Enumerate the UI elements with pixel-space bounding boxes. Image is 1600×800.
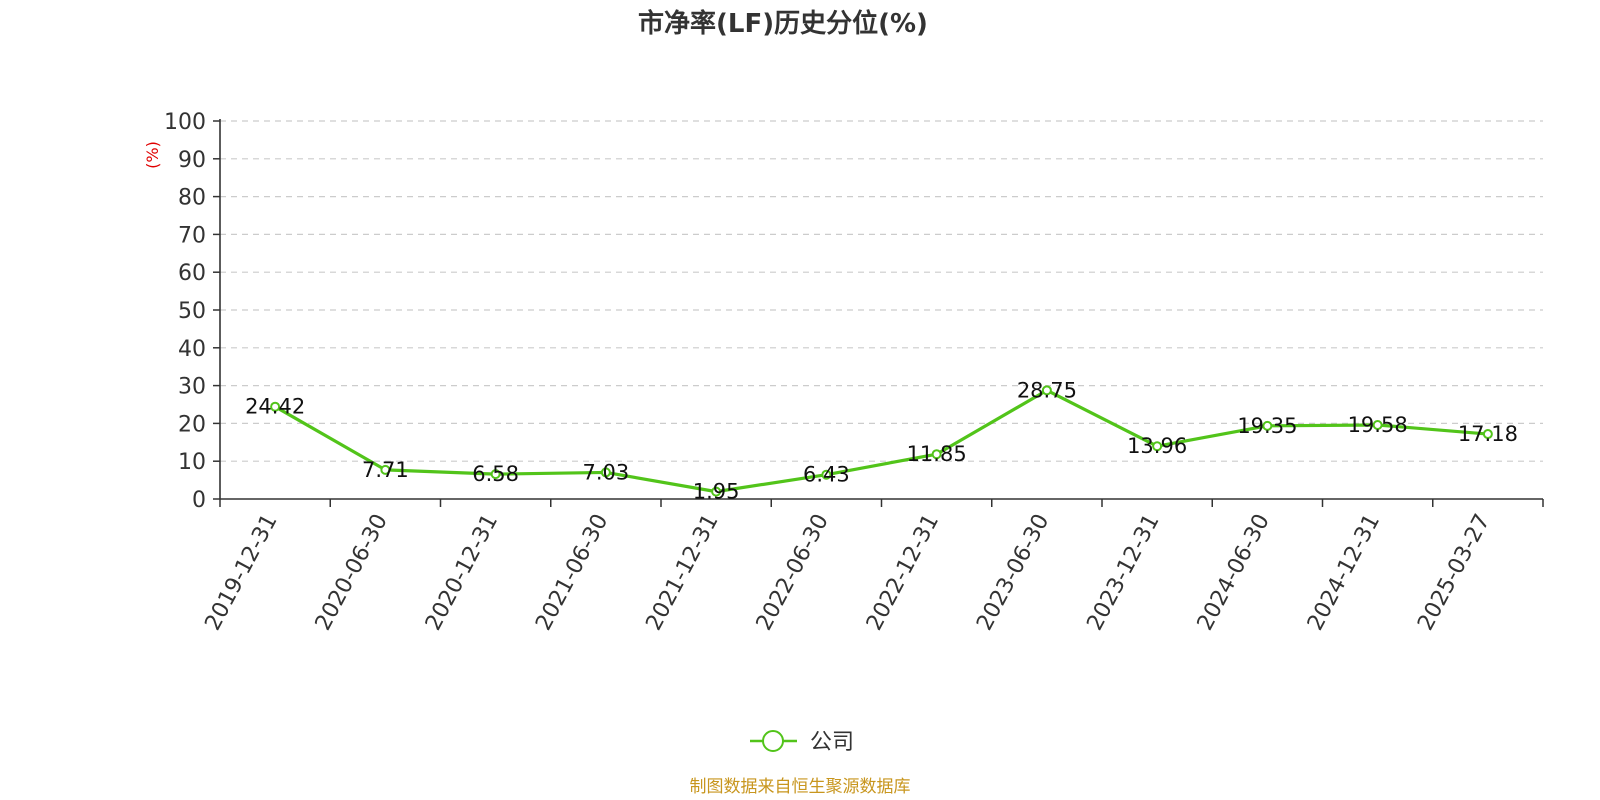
data-label: 19.58 (1348, 413, 1408, 437)
legend-marker-icon (762, 730, 784, 752)
x-tick-label: 2022-06-30 (752, 510, 834, 635)
data-label: 1.95 (693, 480, 740, 504)
data-label: 13.96 (1127, 434, 1187, 458)
data-point[interactable] (1262, 420, 1273, 431)
data-label: 7.03 (582, 460, 629, 484)
y-axis-ticks: 0 10 20 30 40 50 60 70 80 90 100 (164, 110, 206, 513)
legend[interactable]: 公司 (750, 730, 854, 755)
data-label: 19.35 (1237, 414, 1297, 438)
y-tick-label: 70 (178, 223, 206, 248)
y-tick-label: 0 (192, 488, 206, 513)
data-label: 17.18 (1458, 422, 1518, 446)
data-point[interactable] (600, 467, 611, 478)
data-label: 11.85 (907, 442, 967, 466)
x-axis-ticks: 2019-12-31 2020-06-30 2020-12-31 2021-06-30… (201, 510, 1496, 635)
x-tick-label: 2021-06-30 (531, 510, 613, 635)
axes (213, 119, 1544, 507)
data-point[interactable] (270, 401, 281, 412)
y-tick-label: 60 (178, 261, 206, 286)
y-tick-label: 30 (178, 375, 206, 400)
data-label: 6.43 (803, 463, 850, 487)
series-line-group (270, 385, 1493, 497)
data-source-note: 制图数据来自恒生聚源数据库 (690, 777, 911, 797)
legend-label: 公司 (810, 730, 854, 755)
y-tick-label: 20 (178, 412, 206, 437)
data-point[interactable] (1372, 419, 1383, 430)
data-label: 6.58 (472, 462, 519, 486)
data-point[interactable] (931, 449, 942, 460)
data-label: 24.42 (245, 395, 305, 419)
x-tick-label: 2024-12-31 (1303, 510, 1385, 635)
y-tick-label: 80 (178, 186, 206, 211)
data-point[interactable] (821, 469, 832, 480)
x-tick-label: 2025-03-27 (1413, 510, 1495, 635)
y-tick-label: 50 (178, 299, 206, 324)
data-point[interactable] (1152, 441, 1163, 452)
x-tick-label: 2023-12-31 (1083, 510, 1165, 635)
y-tick-label: 100 (164, 110, 206, 135)
x-tick-label: 2024-06-30 (1193, 510, 1275, 635)
x-tick-label: 2020-06-30 (311, 510, 393, 635)
y-tick-label: 90 (178, 148, 206, 173)
data-point[interactable] (1482, 429, 1493, 440)
x-tick-label: 2023-06-30 (972, 510, 1054, 635)
y-tick-label: 10 (178, 450, 206, 475)
x-tick-label: 2019-12-31 (201, 510, 283, 635)
y-axis-unit-label: (%) (143, 141, 162, 169)
x-tick-label: 2020-12-31 (421, 510, 503, 635)
data-label: 7.71 (362, 458, 409, 482)
data-point[interactable] (490, 469, 501, 480)
data-point[interactable] (1041, 385, 1052, 396)
series-line (274, 388, 1489, 494)
x-tick-label: 2022-12-31 (862, 510, 944, 635)
data-point[interactable] (380, 464, 391, 475)
data-labels: 24.42 7.71 6.58 7.03 1.95 6.43 11.85 28.75 13.96… (245, 378, 1518, 503)
grid (220, 120, 1543, 462)
x-tick-label: 2021-12-31 (642, 510, 724, 635)
data-point[interactable] (711, 486, 722, 497)
y-tick-label: 40 (178, 337, 206, 362)
data-label: 28.75 (1017, 378, 1077, 402)
chart-title: 市净率(LF)历史分位(%) (638, 8, 928, 39)
